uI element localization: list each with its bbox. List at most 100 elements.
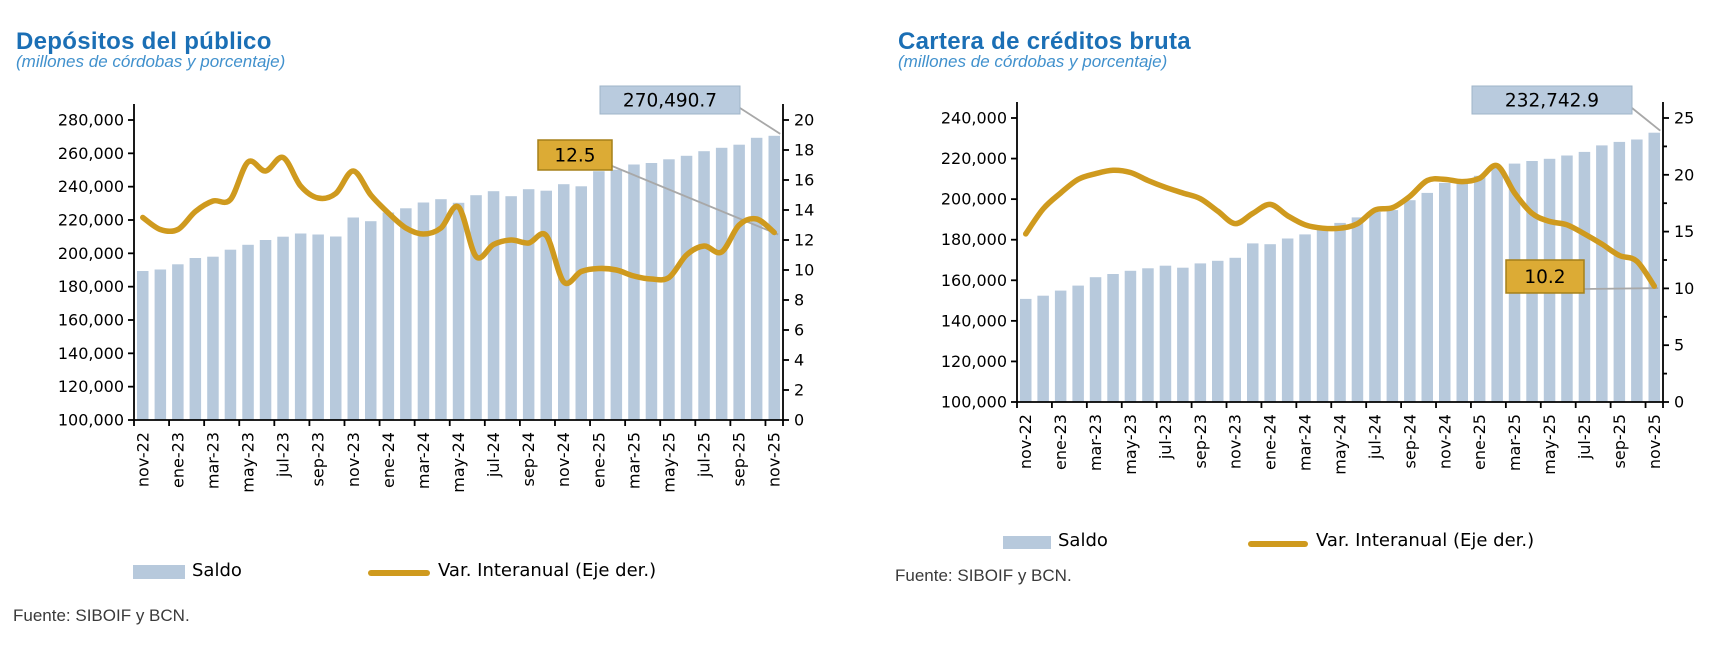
bar	[1020, 298, 1032, 402]
svg-text:sep-25: sep-25	[1610, 414, 1629, 468]
axes	[1011, 102, 1669, 408]
chart-subtitle-cartera: (millones de córdobas y porcentaje)	[898, 52, 1168, 71]
bar	[1194, 263, 1207, 402]
right-axis-labels: 0 5 10 15 20 25	[1674, 109, 1694, 412]
bar	[259, 240, 272, 420]
legend-saldo-swatch	[133, 565, 185, 579]
bar	[540, 190, 552, 420]
legend-saldo-swatch	[1003, 536, 1051, 549]
bar	[593, 171, 605, 420]
bar	[1316, 228, 1329, 402]
bar	[1072, 285, 1084, 402]
right-axis-labels: 0 2 4 6 8 10 12 14 16 18 20	[794, 111, 814, 430]
legend-saldo-label: Saldo	[192, 560, 242, 581]
svg-text:20: 20	[1674, 165, 1694, 184]
bar	[715, 147, 728, 421]
svg-text:nov-25: nov-25	[765, 432, 784, 487]
svg-text:jul-25: jul-25	[1575, 414, 1594, 460]
bar	[224, 249, 237, 420]
bar	[1386, 210, 1399, 402]
svg-text:jul-23: jul-23	[274, 432, 293, 478]
bar	[330, 236, 342, 420]
bar	[207, 256, 219, 420]
svg-text:ene-25: ene-25	[1470, 414, 1489, 470]
bar	[189, 258, 202, 420]
var-interanual-line	[140, 154, 777, 287]
svg-text:8: 8	[794, 291, 804, 310]
svg-text:ene-23: ene-23	[1051, 414, 1070, 470]
chart-plot-cartera: 100,000 120,000 140,000 160,000 180,000 200,0…	[941, 85, 1694, 475]
legend-var-interanual-label: Var. Interanual (Eje der.)	[438, 560, 657, 581]
bar	[1456, 179, 1468, 402]
bar	[1351, 217, 1364, 402]
svg-text:mar-23: mar-23	[1086, 414, 1105, 471]
svg-text:nov-23: nov-23	[344, 432, 363, 487]
bar	[1107, 274, 1119, 402]
svg-text:nov-22: nov-22	[1016, 414, 1035, 469]
svg-text:120,000: 120,000	[58, 377, 124, 396]
svg-text:10.2: 10.2	[1524, 267, 1565, 288]
source-depositos: Fuente: SIBOIF y BCN.	[13, 606, 190, 625]
svg-text:0: 0	[1674, 393, 1684, 412]
bar	[610, 169, 623, 420]
bar	[628, 164, 640, 420]
bar	[1212, 260, 1224, 402]
svg-text:nov-24: nov-24	[554, 432, 573, 487]
svg-text:18: 18	[794, 141, 814, 160]
bar	[1142, 268, 1154, 402]
svg-text:6: 6	[794, 321, 804, 340]
bar	[242, 244, 254, 420]
svg-text:sep-24: sep-24	[1400, 414, 1419, 468]
svg-text:jul-23: jul-23	[1156, 414, 1175, 460]
line-annotation: 10.2	[1505, 259, 1585, 294]
svg-text:sep-23: sep-23	[1191, 414, 1210, 468]
bar	[435, 199, 447, 420]
svg-text:ene-24: ene-24	[379, 432, 398, 488]
chart-plot-depositos: 100,000 120,000 140,000 160,000 180,000 200,0…	[58, 85, 814, 493]
svg-text:5: 5	[1674, 336, 1684, 355]
svg-text:260,000: 260,000	[58, 144, 124, 163]
bar	[417, 202, 430, 420]
bar	[733, 144, 745, 420]
svg-text:may-25: may-25	[660, 432, 679, 493]
bar	[1247, 243, 1259, 402]
bar	[137, 271, 149, 420]
bar	[1473, 175, 1486, 402]
bar	[558, 184, 570, 420]
svg-text:180,000: 180,000	[58, 277, 124, 296]
bar	[1439, 182, 1451, 402]
bar	[452, 202, 465, 420]
bar	[1281, 238, 1294, 402]
bar	[1613, 141, 1626, 402]
svg-text:12.5: 12.5	[554, 146, 595, 167]
svg-text:100,000: 100,000	[941, 393, 1007, 412]
svg-text:may-24: may-24	[1331, 414, 1350, 475]
svg-text:jul-25: jul-25	[695, 432, 714, 478]
bar	[1054, 290, 1067, 402]
bar	[768, 135, 780, 421]
bar	[505, 196, 517, 420]
bar	[154, 269, 167, 420]
svg-text:0: 0	[794, 411, 804, 430]
legend-var-interanual-swatch	[1248, 541, 1308, 547]
svg-text:160,000: 160,000	[941, 271, 1007, 290]
x-axis-labels: nov-22 ene-23 mar-23 may-23 jul-23 sep-23 nov-…	[133, 432, 783, 493]
svg-text:mar-24: mar-24	[414, 432, 433, 489]
annotation-leaders	[1583, 107, 1661, 290]
bar	[382, 212, 395, 420]
svg-text:jul-24: jul-24	[1365, 414, 1384, 460]
svg-text:20: 20	[794, 111, 814, 130]
svg-text:sep-25: sep-25	[730, 432, 749, 486]
bar	[1421, 192, 1433, 402]
svg-text:mar-24: mar-24	[1296, 414, 1315, 471]
svg-text:200,000: 200,000	[941, 190, 1007, 209]
bar	[663, 159, 675, 421]
svg-text:232,742.9: 232,742.9	[1505, 91, 1599, 112]
bar	[522, 189, 535, 420]
svg-text:ene-25: ene-25	[589, 432, 608, 488]
svg-text:100,000: 100,000	[58, 411, 124, 430]
bar	[487, 191, 500, 420]
svg-text:nov-23: nov-23	[1226, 414, 1245, 469]
left-axis-labels: 100,000 120,000 140,000 160,000 180,000 200,0…	[941, 109, 1007, 412]
axes	[128, 104, 789, 426]
